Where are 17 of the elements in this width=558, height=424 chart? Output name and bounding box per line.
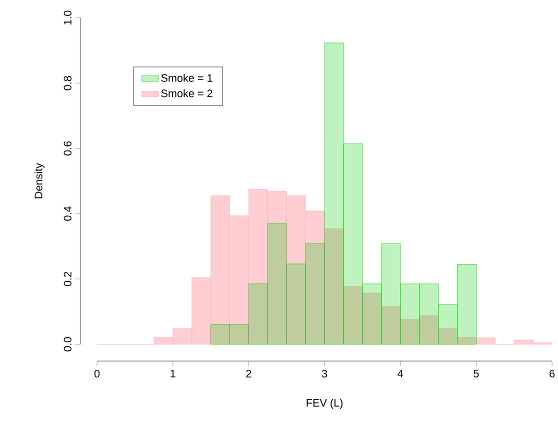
x-tick-label: 5	[474, 370, 479, 378]
y-tick-label: 0.4	[64, 206, 72, 221]
x-axis-title: FEV (L)	[306, 398, 343, 409]
x-tick-label: 0	[94, 370, 100, 378]
x-tick-label: 1	[170, 370, 176, 378]
x-tick-label: 4	[398, 370, 404, 378]
y-tick-label: 0.6	[64, 141, 72, 156]
legend-label: Smoke = 1	[161, 74, 212, 82]
x-tick-label: 6	[550, 370, 555, 378]
y-axis-title: Density	[34, 162, 44, 198]
legend-label: Smoke = 2	[161, 89, 212, 98]
x-tick-label: 2	[246, 370, 252, 378]
y-tick-label: 0.0	[64, 336, 72, 352]
y-tick-label: 0.8	[64, 76, 72, 90]
y-tick-label: 1.0	[64, 10, 72, 24]
x-tick-label: 3	[322, 370, 328, 378]
y-tick-label: 0.2	[64, 272, 72, 286]
